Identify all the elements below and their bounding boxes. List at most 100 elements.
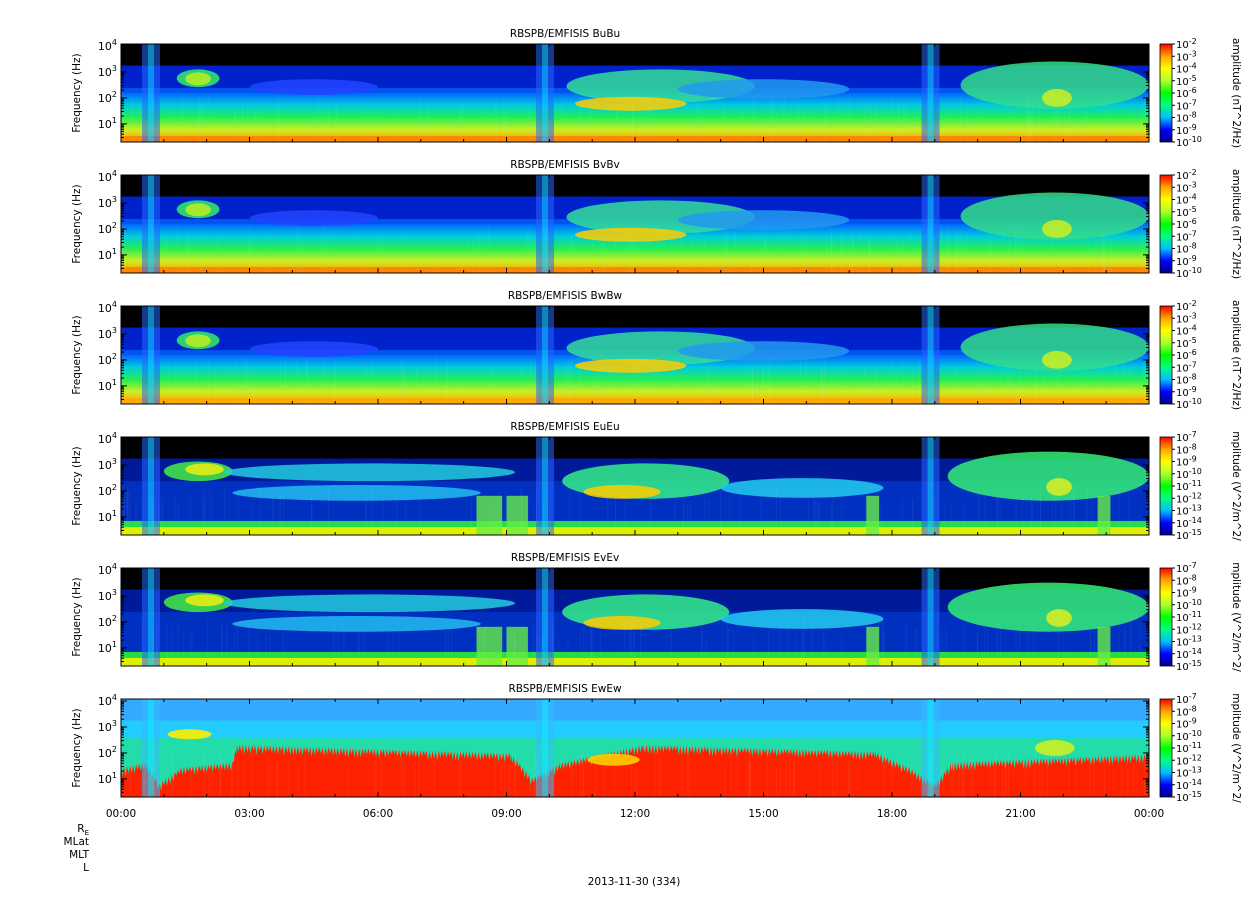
colorbar-tick-label: 10-7: [1176, 561, 1197, 575]
ephemeris-row-label: RE: [77, 823, 89, 837]
colorbar-tick-label: 10-5: [1176, 336, 1197, 350]
colorbar-tick-label: 10-10: [1176, 135, 1202, 149]
colorbar-tick-label: 10-11: [1176, 479, 1202, 493]
y-tick-label: 102: [98, 221, 117, 236]
colorbar-tick-label: 10-10: [1176, 266, 1202, 280]
x-tick-label: 18:00: [877, 808, 907, 820]
y-tick-label: 102: [98, 483, 117, 498]
y-axis-label: Frequency (Hz): [71, 577, 83, 656]
y-axis-label: Frequency (Hz): [71, 708, 83, 787]
colorbar-tick-label: 10-2: [1176, 299, 1197, 313]
colorbar-tick-label: 10-10: [1176, 729, 1202, 743]
x-tick-label: 00:00: [106, 808, 136, 820]
date-label: 2013-11-30 (334): [588, 876, 681, 888]
y-tick-label: 102: [98, 745, 117, 760]
colorbar-tick-label: 10-8: [1176, 111, 1197, 125]
y-tick-label: 104: [98, 431, 117, 446]
ephemeris-row-label: MLT: [69, 849, 89, 861]
spectrogram-panel: RBSPB/EMFISIS BuBu 101 102 103 104 Frequency …: [71, 28, 1242, 149]
colorbar-tick-label: 10-7: [1176, 692, 1197, 706]
y-tick-label: 103: [98, 457, 117, 472]
colorbar-tick-label: 10-9: [1176, 123, 1197, 137]
panel-title: RBSPB/EMFISIS EvEv: [511, 552, 619, 564]
panel-title: RBSPB/EMFISIS EuEu: [510, 421, 619, 433]
colorbar-label: mplitude (V^2/m^2/: [1230, 693, 1242, 803]
colorbar-tick-label: 10-7: [1176, 430, 1197, 444]
colorbar-tick-label: 10-9: [1176, 717, 1197, 731]
y-tick-label: 104: [98, 169, 117, 184]
colorbar-tick-label: 10-2: [1176, 168, 1197, 182]
colorbar-tick-label: 10-7: [1176, 98, 1197, 112]
colorbar-tick-label: 10-13: [1176, 766, 1202, 780]
colorbar-label: amplitude (nT^2/Hz): [1230, 38, 1242, 148]
colorbar-tick-label: 10-12: [1176, 491, 1202, 505]
y-tick-label: 102: [98, 614, 117, 629]
colorbar-tick-label: 10-7: [1176, 229, 1197, 243]
y-tick-label: 104: [98, 38, 117, 53]
colorbar-tick-label: 10-4: [1176, 324, 1197, 338]
colorbar-tick-label: 10-6: [1176, 217, 1197, 231]
x-tick-label: 03:00: [234, 808, 264, 820]
x-tick-label: 09:00: [491, 808, 521, 820]
colorbar-tick-label: 10-6: [1176, 86, 1197, 100]
colorbar: [1159, 43, 1173, 143]
colorbar-tick-label: 10-11: [1176, 741, 1202, 755]
colorbar-tick-label: 10-13: [1176, 504, 1202, 518]
spectrogram-panel: RBSPB/EMFISIS EvEv 101 102 103 104 Frequency …: [71, 552, 1242, 673]
x-tick-label: 06:00: [363, 808, 393, 820]
y-tick-label: 101: [98, 640, 117, 655]
spectrogram-panel: RBSPB/EMFISIS BwBw 101 102 103 104 Frequency …: [71, 290, 1242, 411]
colorbar-tick-label: 10-4: [1176, 193, 1197, 207]
spectrogram-image: [121, 437, 1149, 535]
colorbar-tick-label: 10-15: [1176, 790, 1202, 804]
colorbar-tick-label: 10-8: [1176, 704, 1197, 718]
colorbar-tick-label: 10-10: [1176, 467, 1202, 481]
spectrogram-panel: RBSPB/EMFISIS BvBv 101 102 103 104 Frequency …: [71, 159, 1242, 280]
colorbar-tick-label: 10-14: [1176, 647, 1202, 661]
colorbar-tick-label: 10-6: [1176, 348, 1197, 362]
colorbar-tick-label: 10-12: [1176, 753, 1202, 767]
colorbar-tick-label: 10-5: [1176, 74, 1197, 88]
colorbar: [1159, 436, 1173, 536]
y-tick-label: 103: [98, 64, 117, 79]
colorbar: [1159, 305, 1173, 405]
spectrogram-image: [121, 306, 1149, 404]
colorbar: [1159, 174, 1173, 274]
y-axis-label: Frequency (Hz): [71, 315, 83, 394]
colorbar-tick-label: 10-14: [1176, 778, 1202, 792]
colorbar-tick-label: 10-9: [1176, 455, 1197, 469]
y-tick-label: 102: [98, 90, 117, 105]
spectrogram-panel: RBSPB/EMFISIS EwEw 101 102 103 104 Frequency …: [71, 683, 1242, 804]
colorbar-tick-label: 10-9: [1176, 586, 1197, 600]
colorbar-tick-label: 10-9: [1176, 254, 1197, 268]
y-axis-label: Frequency (Hz): [71, 53, 83, 132]
colorbar-tick-label: 10-9: [1176, 385, 1197, 399]
y-axis-label: Frequency (Hz): [71, 184, 83, 263]
panel-title: RBSPB/EMFISIS BwBw: [508, 290, 623, 302]
y-tick-label: 103: [98, 588, 117, 603]
colorbar-tick-label: 10-5: [1176, 205, 1197, 219]
colorbar-label: amplitude (nT^2/Hz): [1230, 169, 1242, 279]
y-tick-label: 102: [98, 352, 117, 367]
colorbar-tick-label: 10-3: [1176, 49, 1197, 63]
spectrogram-image: [121, 175, 1149, 273]
colorbar-tick-label: 10-4: [1176, 62, 1197, 76]
spectrogram-image: [121, 44, 1149, 142]
colorbar-tick-label: 10-10: [1176, 397, 1202, 411]
y-tick-label: 104: [98, 693, 117, 708]
panel-title: RBSPB/EMFISIS BuBu: [510, 28, 620, 40]
colorbar-tick-label: 10-10: [1176, 598, 1202, 612]
colorbar: [1159, 698, 1173, 798]
y-tick-label: 103: [98, 195, 117, 210]
panel-title: RBSPB/EMFISIS BvBv: [510, 159, 619, 171]
y-tick-label: 101: [98, 378, 117, 393]
y-tick-label: 103: [98, 326, 117, 341]
ephemeris-row-label: L: [83, 862, 89, 874]
colorbar-tick-label: 10-11: [1176, 610, 1202, 624]
colorbar-label: amplitude (nT^2/Hz): [1230, 300, 1242, 410]
colorbar-tick-label: 10-14: [1176, 516, 1202, 530]
y-tick-label: 101: [98, 509, 117, 524]
colorbar-tick-label: 10-3: [1176, 311, 1197, 325]
panel-title: RBSPB/EMFISIS EwEw: [508, 683, 622, 695]
